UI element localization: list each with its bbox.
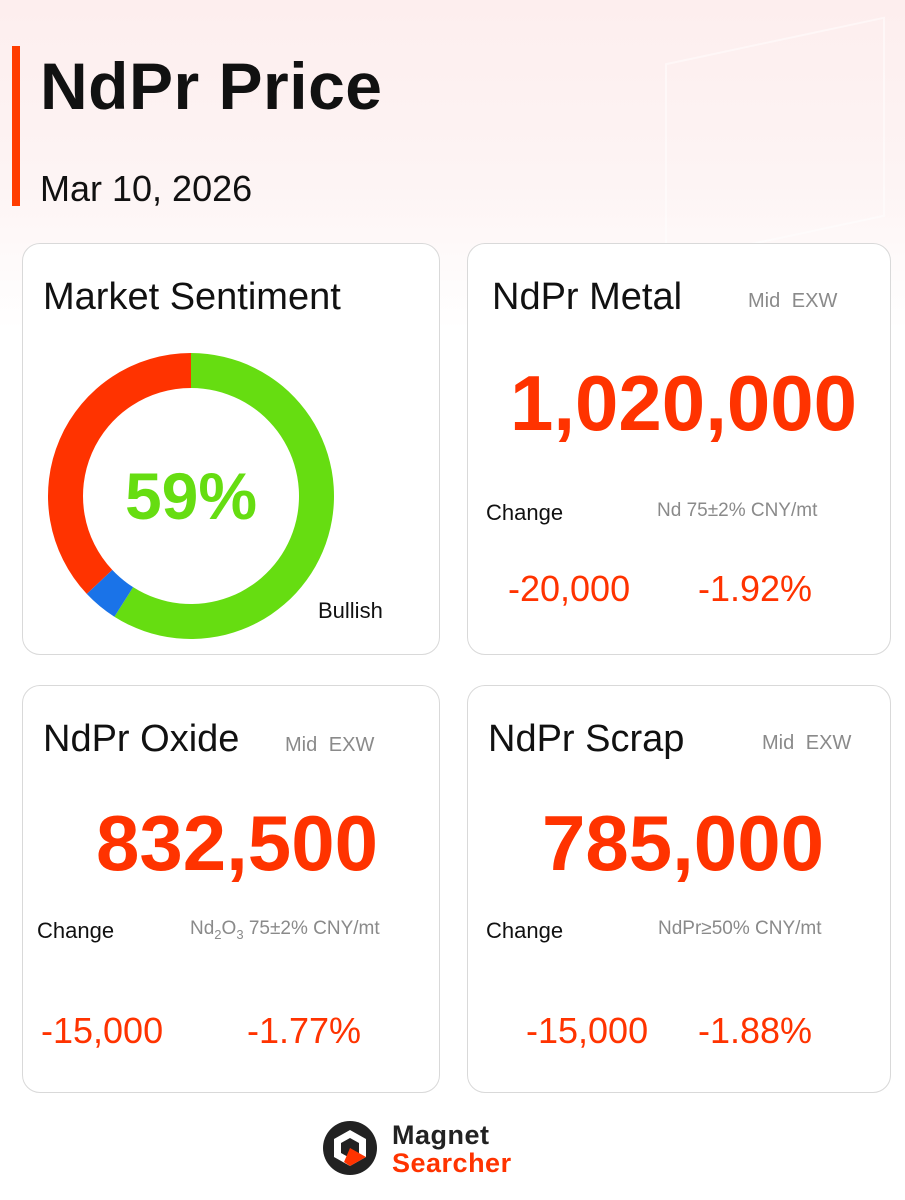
sentiment-percent: 59% xyxy=(124,459,258,533)
change-label: Change xyxy=(486,918,564,943)
change-label: Change xyxy=(37,918,115,943)
title-accent-bar xyxy=(12,46,20,206)
magnet-searcher-logo: Magnet Searcher xyxy=(322,1118,562,1182)
card-title: Market Sentiment xyxy=(43,276,341,318)
price-value: 1,020,000 xyxy=(510,359,858,447)
donut-segment-bearish xyxy=(47,353,191,594)
product-spec: NdPr≥50% CNY/mt xyxy=(658,918,822,939)
card-title: NdPr Scrap xyxy=(488,718,685,760)
change-percent: -1.77% xyxy=(247,1010,362,1051)
change-absolute: -15,000 xyxy=(41,1010,164,1051)
price-basis-tag: Mid EXW xyxy=(285,734,375,756)
change-label: Change xyxy=(486,500,564,525)
sentiment-donut-chart xyxy=(47,353,335,639)
card-title: NdPr Metal xyxy=(492,276,683,318)
product-spec: Nd 75±2% CNY/mt xyxy=(657,500,818,521)
page-title: NdPr Price xyxy=(40,49,383,123)
logo-text-magnet: Magnet xyxy=(392,1120,490,1150)
change-absolute: -20,000 xyxy=(508,568,631,609)
donut-segment-bullish xyxy=(114,353,335,639)
change-percent: -1.88% xyxy=(698,1010,813,1051)
page-date: Mar 10, 2026 xyxy=(40,168,253,209)
sentiment-bullish-label: Bullish xyxy=(318,598,383,623)
donut-segment-neutral xyxy=(86,569,134,617)
price-value: 785,000 xyxy=(542,799,824,887)
change-percent: -1.92% xyxy=(698,568,813,609)
card-title: NdPr Oxide xyxy=(43,718,240,760)
ndpr-scrap-card: NdPr Scrap Mid EXW 785,000 Change NdPr≥5… xyxy=(467,685,891,1093)
ndpr-metal-card: NdPr Metal Mid EXW 1,020,000 Change Nd 7… xyxy=(467,243,891,655)
magnet-searcher-logo-icon xyxy=(323,1121,377,1175)
ndpr-oxide-card: NdPr Oxide Mid EXW 832,500 Change Nd2O3 … xyxy=(22,685,440,1093)
price-basis-tag: Mid EXW xyxy=(762,732,852,754)
market-sentiment-card: Market Sentiment 59% Bullish xyxy=(22,243,440,655)
product-spec: Nd2O3 75±2% CNY/mt xyxy=(190,918,380,942)
price-basis-tag: Mid EXW xyxy=(748,290,838,312)
change-absolute: -15,000 xyxy=(526,1010,649,1051)
price-value: 832,500 xyxy=(96,799,378,887)
logo-text-searcher: Searcher xyxy=(392,1148,512,1178)
